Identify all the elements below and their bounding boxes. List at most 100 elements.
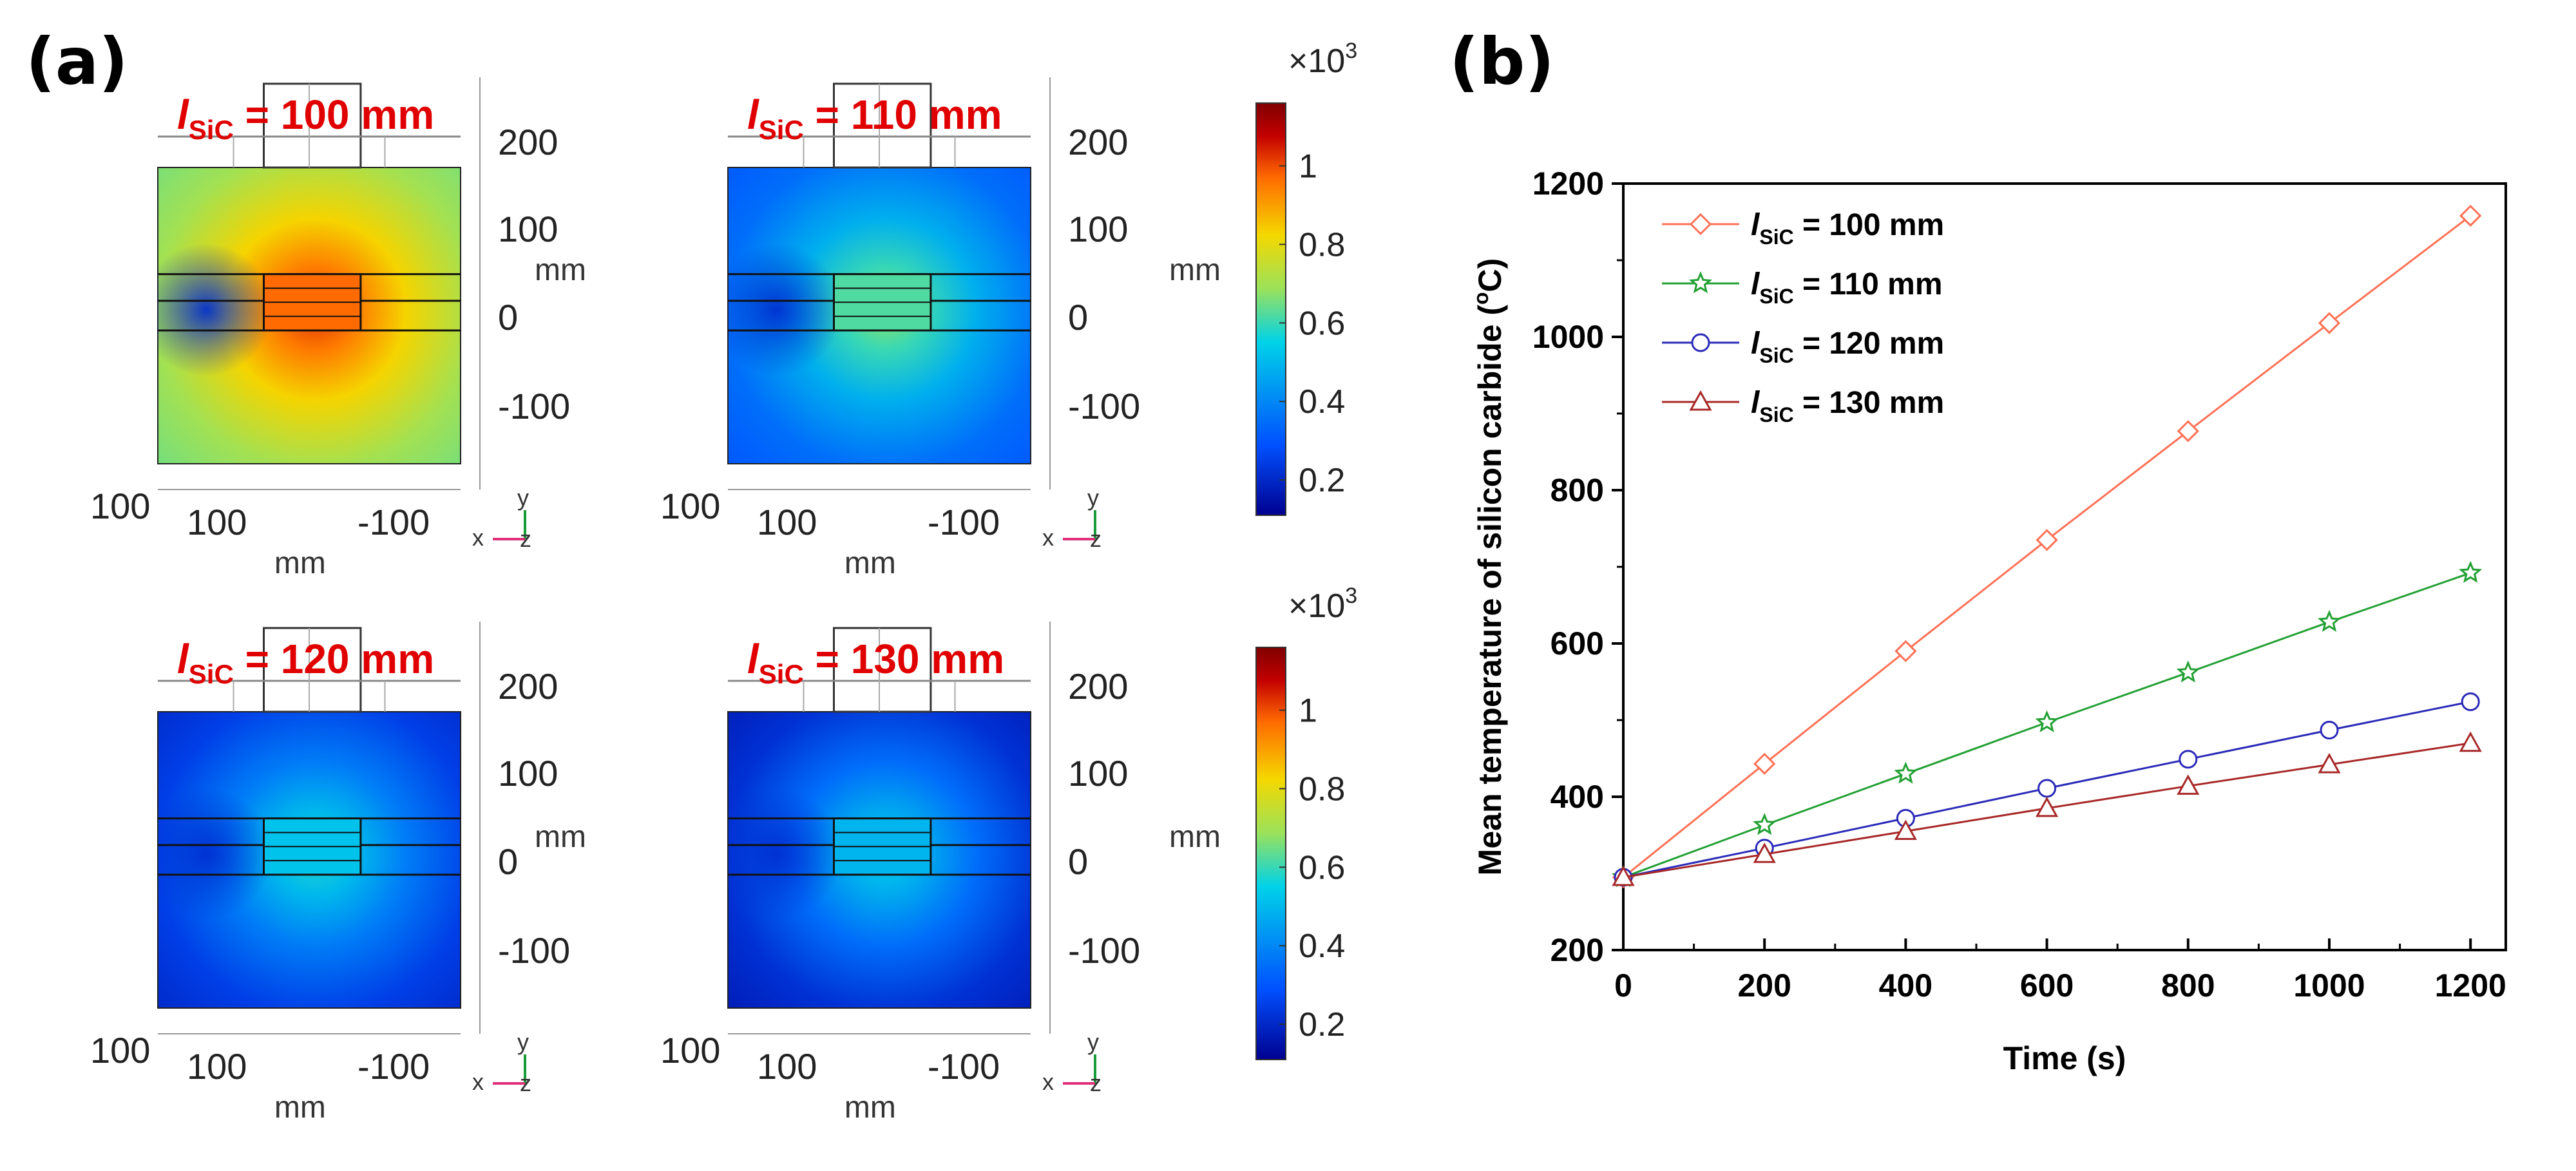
right-axis-tick: 100	[498, 209, 558, 249]
triad-y-label: y	[1087, 1029, 1099, 1055]
data-point	[1894, 640, 1917, 663]
data-point	[2318, 312, 2341, 334]
right-axis-tick: 100	[498, 753, 558, 794]
colorbar-top-multiplier: ×103	[1288, 39, 1357, 80]
data-point	[2459, 731, 2482, 752]
right-axis-unit: mm	[535, 820, 586, 854]
x-tick-label: 1200	[2435, 967, 2506, 1004]
bottom-axis-tick: -100	[358, 502, 430, 542]
colorbar-top: ×103 1 0.8 0.6 0.4 0.2	[1255, 39, 1357, 516]
data-point	[2035, 710, 2059, 732]
right-axis-tick: 100	[1068, 753, 1128, 794]
map-length-label: lSiC = 110 mm	[747, 91, 1002, 145]
corner-tick: 100	[90, 486, 150, 526]
data-point	[2317, 609, 2342, 632]
chart-legend: lSiC = 100 mm lSiC = 110 mm lSiC = 120 mm l…	[1662, 208, 1944, 426]
colorbar-top-ticks: 1 0.8 0.6 0.4 0.2	[1279, 148, 1345, 499]
triad-x-label: x	[1042, 1069, 1054, 1095]
y-axis-label: Mean temperature of silicon carbide (oC)	[1469, 258, 1508, 876]
right-axis-tick: 200	[498, 666, 558, 707]
right-axis-tick: 200	[498, 122, 558, 162]
right-axis-tick: 0	[1068, 841, 1088, 882]
right-axis-tick: -100	[498, 386, 570, 426]
colorbar-tick-label: 0.4	[1299, 383, 1345, 421]
top-port	[833, 82, 932, 169]
map-length-label: lSiC = 100 mm	[177, 91, 434, 145]
x-tick-label: 0	[1614, 967, 1632, 1004]
x-tick-label: 800	[2161, 967, 2215, 1004]
legend-entry-2: lSiC = 110 mm	[1662, 267, 1943, 308]
data-point	[1894, 761, 1918, 784]
colorbar-tick-label: 0.2	[1299, 462, 1345, 499]
colorbar-bottom-multiplier: ×103	[1288, 584, 1357, 625]
bottom-axis-unit: mm	[844, 1090, 896, 1125]
triad-y-label: y	[517, 1029, 529, 1055]
colorbar-tick-label: 0.6	[1299, 305, 1345, 342]
heat-map-4: 200 100 0 -100 mm 100 -100 mm 100 y x z lSiC = 130 m…	[660, 622, 1221, 1125]
map-length-label: lSiC = 120 mm	[177, 636, 434, 689]
bottom-axis-tick: 100	[757, 502, 817, 542]
triad-y-label: y	[1087, 484, 1099, 511]
colorbar-top-bar	[1255, 102, 1286, 516]
triad-z-label: z	[520, 526, 531, 552]
top-port	[833, 627, 932, 713]
colorbar-bottom-ticks: 1 0.8 0.6 0.4 0.2	[1279, 692, 1345, 1043]
x-axis-label: Time (s)	[2003, 1040, 2126, 1076]
data-point	[2459, 204, 2482, 227]
colorbar-tick-label: 0.6	[1299, 849, 1345, 886]
triad-z-label: z	[1090, 526, 1102, 552]
data-point	[2177, 774, 2200, 795]
bottom-axis-tick: 100	[757, 1046, 817, 1087]
x-tick-label: 400	[1879, 967, 1932, 1004]
right-axis-tick: 0	[498, 841, 518, 882]
triad-x-label: x	[1042, 524, 1054, 551]
y-tick-label: 1200	[1532, 166, 1604, 202]
right-axis-unit: mm	[535, 253, 586, 287]
colorbar-bottom: ×103 1 0.8 0.6 0.4 0.2	[1255, 584, 1357, 1060]
corner-tick: 100	[660, 486, 720, 526]
y-tick-label: 1000	[1532, 319, 1604, 355]
corner-tick: 100	[90, 1030, 150, 1071]
right-axis-unit: mm	[1169, 820, 1221, 854]
right-axis-tick: 0	[1068, 297, 1088, 338]
right-axis-tick: 200	[1068, 666, 1128, 707]
colorbar-tick-label: 0.2	[1299, 1006, 1345, 1043]
data-point	[2318, 752, 2341, 774]
data-point	[2036, 529, 2058, 551]
right-axis-tick: -100	[1068, 386, 1140, 426]
chart-ticks: 0 200 400 600 800 1000 1200 200 400 600 800 1000 120…	[1532, 166, 2506, 1004]
legend-marker	[1691, 333, 1710, 352]
data-point	[2461, 692, 2480, 711]
legend-label: lSiC = 130 mm	[1751, 386, 1944, 426]
x-tick-label: 200	[1737, 967, 1791, 1004]
legend-label: lSiC = 100 mm	[1751, 208, 1944, 249]
colorbar-bottom-bar	[1255, 647, 1286, 1060]
triad-z-label: z	[1090, 1070, 1102, 1096]
heat-map-3: 200 100 0 -100 mm 100 -100 mm 100 y x z lSiC = 120 m…	[90, 622, 586, 1125]
series-4	[1612, 731, 2482, 886]
data-point	[2179, 750, 2198, 769]
colorbar-tick-label: 0.8	[1299, 226, 1345, 263]
triad-z-label: z	[520, 1070, 531, 1096]
colorbar-tick-label: 0.4	[1299, 928, 1345, 965]
right-axis-tick: -100	[498, 930, 570, 971]
right-axis-tick: 0	[498, 297, 518, 338]
right-axis-tick: -100	[1068, 930, 1140, 971]
data-point	[2036, 796, 2059, 817]
heat-map-2: 200 100 0 -100 mm 100 -100 mm 100 y x z lSiC = 110 m…	[660, 77, 1221, 580]
data-point	[1753, 843, 1776, 863]
y-tick-label: 200	[1550, 932, 1604, 968]
line-chart: 0 200 400 600 800 1000 1200 200 400 600 800 1000 120…	[1469, 166, 2507, 1076]
y-tick-label: 600	[1550, 625, 1604, 662]
right-axis-unit: mm	[1169, 253, 1221, 287]
triad-y-label: y	[517, 484, 529, 511]
panel-label-b: (b)	[1449, 24, 1554, 99]
bottom-axis-tick: 100	[187, 1046, 247, 1087]
series-2	[1611, 560, 2483, 888]
triad-x-label: x	[472, 524, 484, 551]
data-point	[2176, 660, 2200, 683]
chart-series	[1611, 204, 2483, 889]
colorbar-tick-label: 1	[1299, 692, 1317, 730]
data-point	[2177, 420, 2199, 443]
